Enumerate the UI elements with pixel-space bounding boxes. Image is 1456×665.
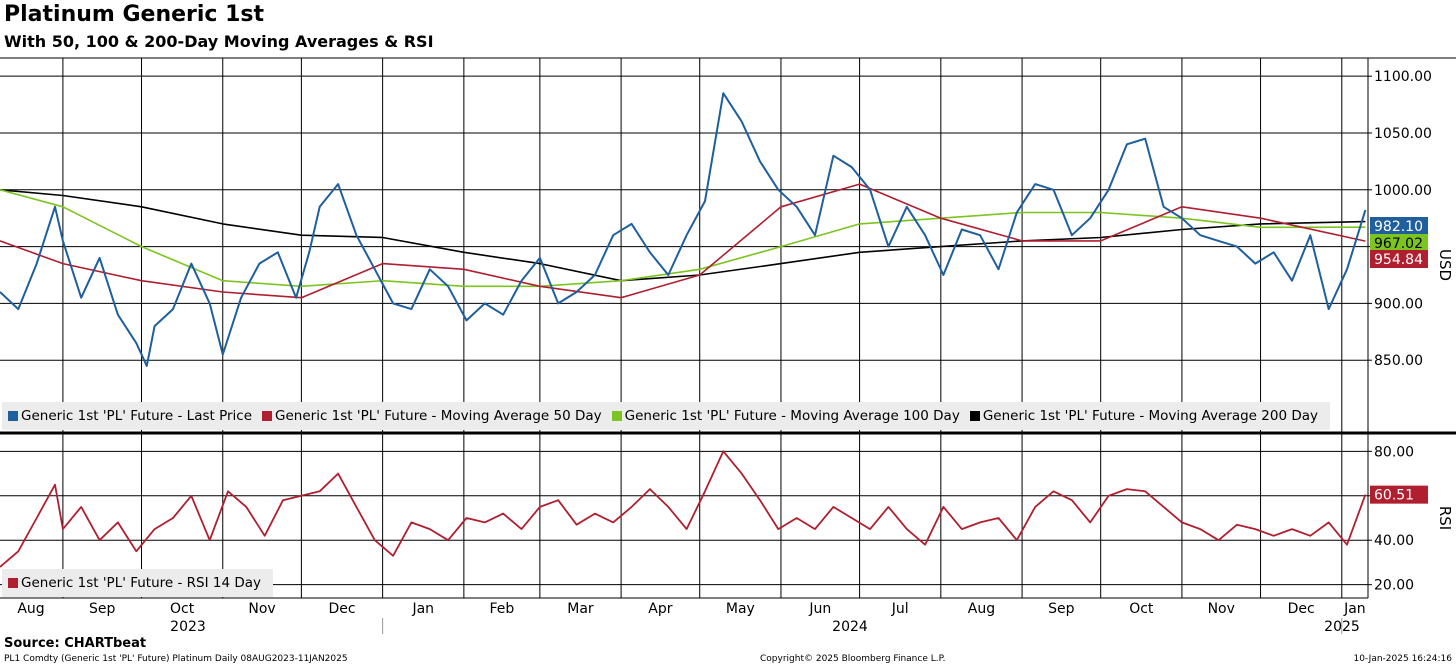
x-tick-label-month: Aug (17, 601, 44, 617)
y-tick-label: 850.00 (1374, 353, 1423, 369)
last-price-tag-bg (1370, 217, 1428, 235)
x-tick-label-month: Sep (1048, 601, 1075, 617)
price-legend: Generic 1st 'PL' Future - Last Price Gene… (2, 402, 1330, 430)
ma100-tag: 967.02 (1374, 236, 1423, 252)
footer-ticker-info: PL1 Comdty (Generic 1st 'PL' Future) Pla… (4, 654, 348, 664)
legend-item: Generic 1st 'PL' Future - Moving Average… (611, 408, 960, 424)
ma100-tag-bg (1370, 234, 1428, 252)
x-tick-label-month: Jan (411, 601, 434, 617)
x-year-label: 2025 (1324, 619, 1360, 635)
legend-item: Generic 1st 'PL' Future - RSI 14 Day (8, 575, 261, 591)
legend-swatch (262, 411, 273, 421)
x-tick-label-month: May (726, 601, 755, 617)
chart-title: Platinum Generic 1st (4, 2, 265, 27)
x-tick-label-month: Apr (648, 601, 672, 617)
ma200-line (0, 189, 1366, 282)
rsi-legend: Generic 1st 'PL' Future - RSI 14 Day (2, 569, 274, 597)
last-price-tag: 982.10 (1374, 219, 1423, 235)
x-tick-label-month: Oct (170, 601, 195, 617)
x-tick-label-month: Aug (968, 601, 995, 617)
legend-label: Generic 1st 'PL' Future - Moving Average… (624, 408, 960, 424)
legend-swatch (969, 411, 980, 421)
legend-label: Generic 1st 'PL' Future - Moving Average… (982, 408, 1318, 424)
x-tick-label-month: Oct (1129, 601, 1154, 617)
ma100-line (0, 189, 1366, 288)
legend-label: Generic 1st 'PL' Future - Moving Average… (275, 408, 602, 424)
last-price-line (0, 92, 1367, 367)
x-year-label: 2023 (170, 619, 206, 635)
legend-swatch (8, 411, 18, 421)
x-year-label: 2024 (832, 619, 868, 635)
source-note: Source: CHARTbeat (4, 636, 147, 651)
legend-item: Generic 1st 'PL' Future - Last Price (8, 408, 252, 424)
legend-swatch (8, 578, 18, 588)
legend-item: Generic 1st 'PL' Future - Moving Average… (262, 408, 602, 424)
rsi-tick-label: 20.00 (1374, 578, 1414, 594)
legend-label: Generic 1st 'PL' Future - RSI 14 Day (21, 575, 262, 591)
ma50-tag-bg (1370, 250, 1428, 268)
legend-swatch (611, 411, 622, 421)
rsi-tag: 60.51 (1374, 488, 1414, 504)
y-tick-label: 1050.00 (1374, 126, 1432, 142)
y-tick-label: 1100.00 (1374, 69, 1432, 85)
rsi-tag-bg (1370, 485, 1428, 504)
x-tick-label-month: Jul (891, 601, 909, 617)
footer-timestamp: 10-Jan-2025 16:24:16 (1353, 654, 1452, 664)
rsi-tick-label: 40.00 (1374, 533, 1414, 549)
legend-item: Generic 1st 'PL' Future - Moving Average… (969, 408, 1318, 424)
x-tick-label-month: Jun (808, 601, 831, 617)
rsi-tick-label: 80.00 (1374, 444, 1414, 460)
rsi-line (0, 450, 1367, 568)
x-tick-label-month: Jan (1343, 601, 1366, 617)
y-tick-label: 1000.00 (1374, 183, 1432, 199)
ma50-tag: 954.84 (1374, 252, 1423, 268)
x-tick-label-month: Nov (1208, 601, 1235, 617)
ma50-line (0, 183, 1366, 299)
x-tick-label-month: Nov (248, 601, 275, 617)
legend-label: Generic 1st 'PL' Future - Last Price (21, 408, 253, 424)
footer-copyright: Copyright© 2025 Bloomberg Finance L.P. (760, 654, 946, 664)
y-axis-title: USD (1436, 249, 1454, 281)
rsi-axis-title: RSI (1436, 506, 1454, 530)
x-tick-label-month: Dec (328, 601, 355, 617)
x-tick-label-month: Dec (1288, 601, 1315, 617)
x-tick-label-month: Mar (567, 601, 594, 617)
x-tick-label-month: Sep (89, 601, 116, 617)
y-tick-label: 900.00 (1374, 296, 1423, 312)
x-tick-label-month: Feb (489, 601, 514, 617)
chart-subtitle: With 50, 100 & 200-Day Moving Averages &… (4, 32, 434, 51)
